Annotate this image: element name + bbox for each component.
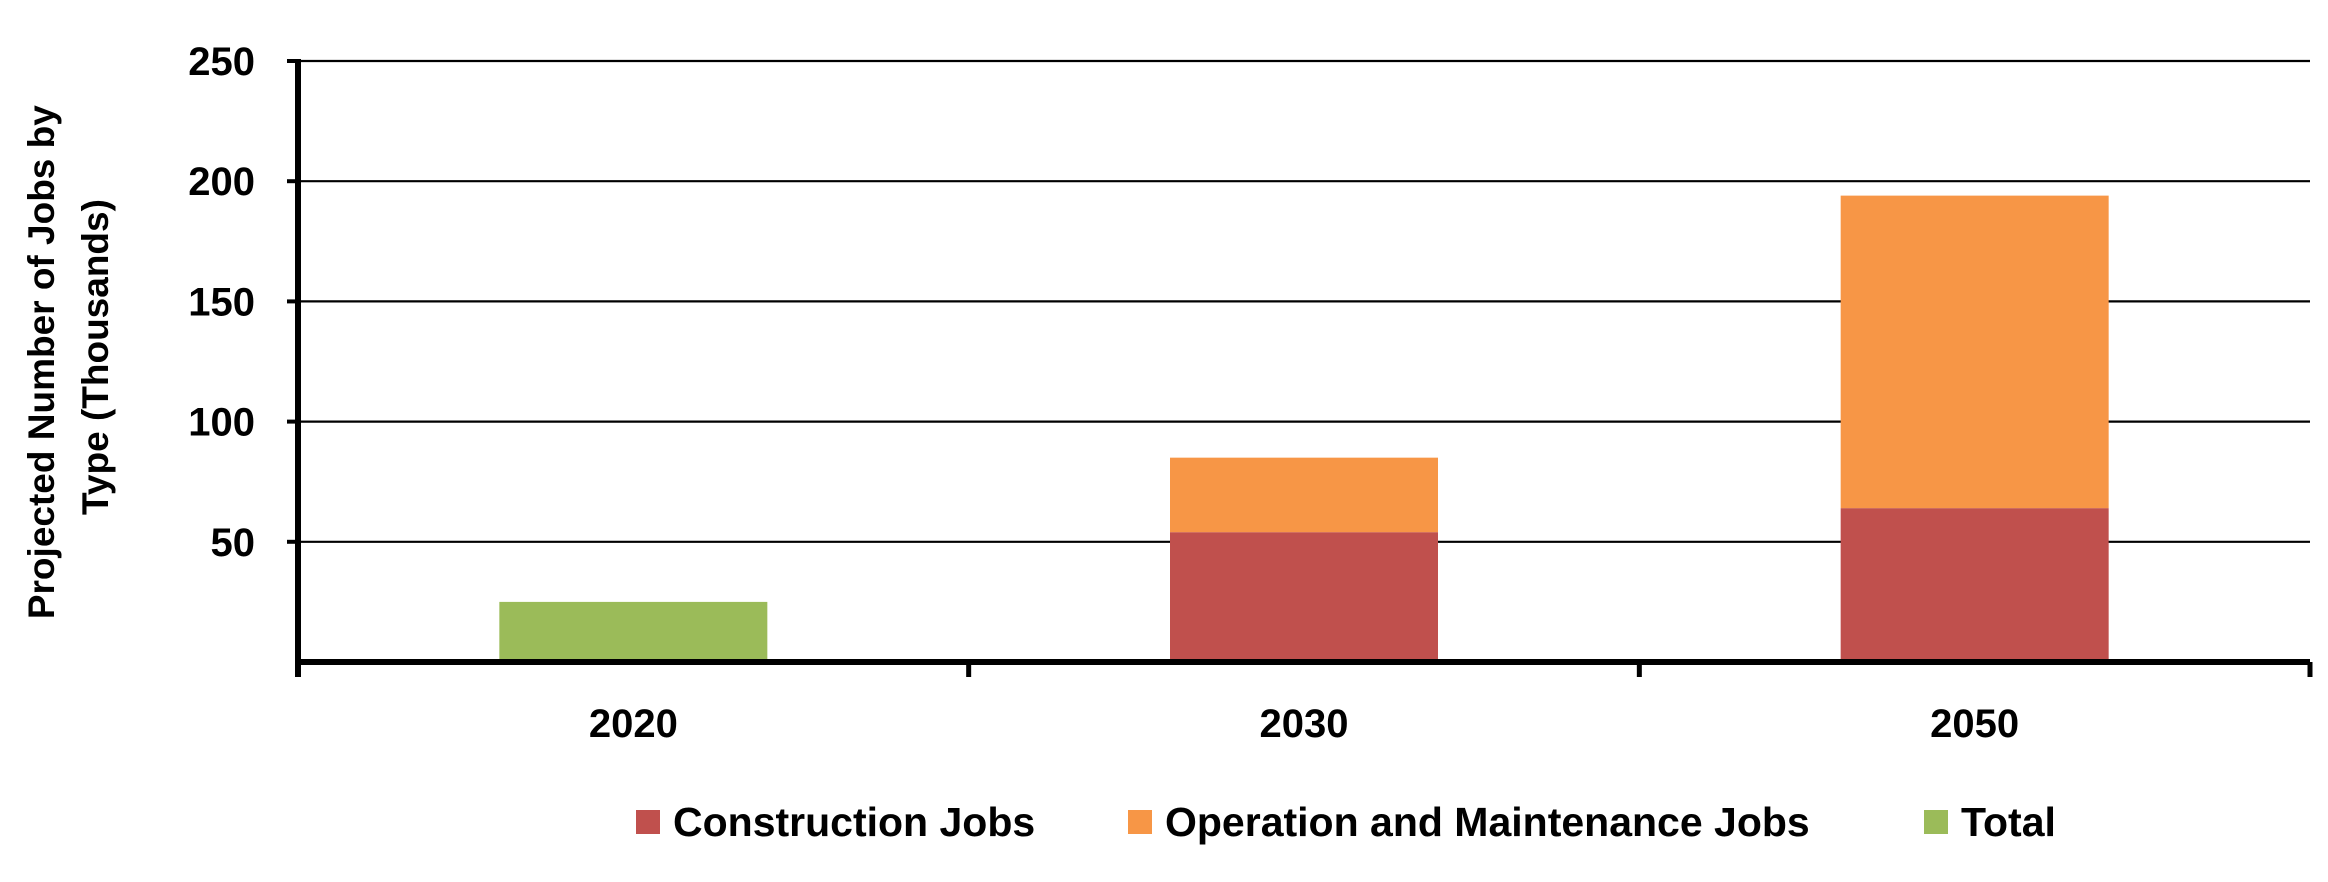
x-tick-label: 2020 bbox=[589, 702, 678, 746]
y-tick-label: 100 bbox=[188, 401, 255, 445]
bar-segment bbox=[1840, 508, 2109, 662]
legend-swatch bbox=[1128, 810, 1152, 834]
bar-segment bbox=[1170, 457, 1438, 533]
legend-label: Construction Jobs bbox=[673, 799, 1035, 845]
y-axis-title-line-1: Projected Number of Jobs by bbox=[21, 105, 62, 619]
legend-swatch bbox=[1924, 810, 1948, 834]
y-tick-label: 50 bbox=[211, 521, 256, 565]
bar-segment bbox=[1840, 195, 2109, 509]
y-tick-label: 200 bbox=[188, 160, 255, 204]
x-tick-labels: 2020 2030 2050 bbox=[589, 702, 2019, 746]
legend-item: Total bbox=[1924, 799, 2056, 845]
legend-item: Construction Jobs bbox=[636, 799, 1035, 845]
legend-item: Operation and Maintenance Jobs bbox=[1128, 799, 1810, 845]
legend: Construction Jobs Operation and Maintenan… bbox=[636, 799, 2056, 845]
y-tick-labels: 50 100 150 200 250 bbox=[188, 40, 255, 565]
legend-label: Operation and Maintenance Jobs bbox=[1165, 799, 1810, 845]
bar-segment bbox=[1170, 532, 1438, 662]
y-axis-title: Projected Number of Jobs by Type (Thousa… bbox=[21, 95, 116, 619]
axes bbox=[287, 59, 2313, 677]
y-tick-label: 250 bbox=[188, 40, 255, 84]
legend-swatch bbox=[636, 810, 660, 834]
y-axis-title-line-2: Type (Thousands) bbox=[75, 199, 116, 515]
legend-label: Total bbox=[1961, 799, 2056, 845]
bar-segment bbox=[499, 601, 768, 662]
bars bbox=[499, 195, 2109, 662]
x-tick-label: 2050 bbox=[1930, 702, 2019, 746]
y-tick-label: 150 bbox=[188, 280, 255, 324]
x-tick-label: 2030 bbox=[1260, 702, 1349, 746]
